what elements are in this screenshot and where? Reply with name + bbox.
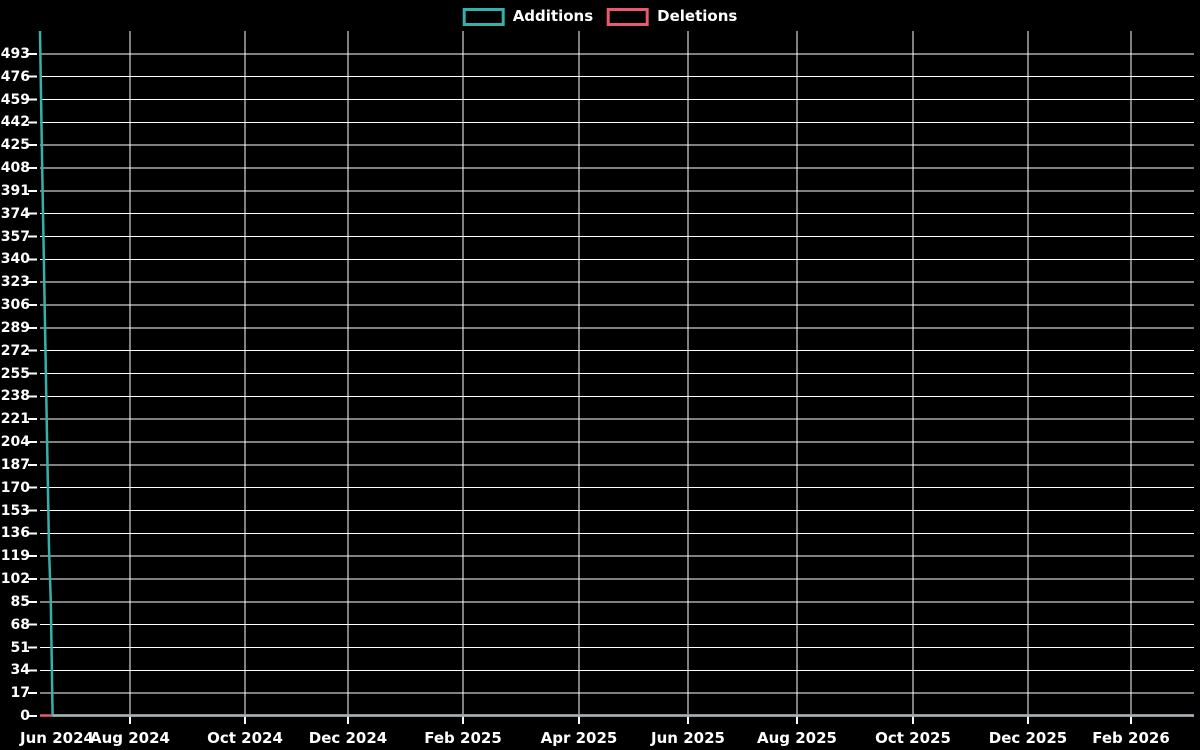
y-tick-label: 187 [0, 456, 30, 473]
additions-line [38, 30, 54, 717]
x-tick-label: Aug 2024 [90, 729, 170, 747]
x-tick-label: Jun 2024 [20, 729, 94, 747]
x-tick-label: Oct 2025 [875, 729, 951, 747]
y-tick-label: 153 [0, 502, 30, 519]
legend-label-additions: Additions [512, 7, 594, 25]
y-tick-label: 34 [10, 662, 30, 679]
y-tick-label: 340 [0, 251, 30, 268]
y-tick-label: 391 [0, 182, 30, 199]
y-tick-label: 476 [0, 68, 30, 85]
y-tick-label: 459 [0, 91, 30, 108]
y-tick-label: 85 [10, 593, 30, 610]
y-tick-label: 493 [0, 45, 30, 62]
x-tick-label: Jun 2025 [651, 729, 725, 747]
x-tick-label: Apr 2025 [540, 729, 618, 747]
y-tick-label: 17 [10, 685, 30, 702]
legend-item-deletions[interactable]: Deletions [607, 7, 737, 26]
y-tick-label: 102 [0, 571, 30, 587]
x-tick-label: Aug 2025 [757, 729, 837, 747]
legend-item-additions[interactable]: Additions [462, 7, 594, 26]
chart-legend: Additions Deletions [462, 7, 737, 26]
x-tick-label: Dec 2024 [308, 729, 388, 747]
y-tick-label: 136 [0, 525, 30, 542]
x-tick-label: Feb 2026 [1092, 729, 1170, 747]
additions-swatch-icon [462, 7, 505, 26]
y-tick-label: 68 [10, 616, 30, 633]
x-tick-label: Oct 2024 [207, 729, 283, 747]
y-tick-label: 425 [0, 137, 30, 154]
x-tick-label: Feb 2025 [424, 729, 502, 747]
legend-label-deletions: Deletions [657, 7, 738, 25]
x-tick-label: Dec 2025 [988, 729, 1068, 747]
y-tick-label: 255 [0, 365, 30, 382]
deletions-swatch-icon [607, 7, 650, 26]
y-tick-label: 204 [0, 434, 30, 450]
y-tick-label: 357 [0, 228, 30, 245]
y-tick-label: 0 [20, 708, 30, 724]
y-tick-label: 170 [0, 479, 30, 496]
y-tick-label: 442 [0, 114, 30, 131]
y-tick-label: 272 [0, 342, 30, 359]
y-tick-label: 289 [0, 319, 30, 336]
y-tick-label: 238 [0, 388, 30, 405]
y-tick-label: 374 [0, 205, 30, 222]
y-tick-label: 221 [0, 411, 30, 428]
y-tick-label: 408 [0, 160, 30, 176]
y-tick-label: 51 [10, 639, 30, 656]
y-tick-label: 323 [0, 274, 30, 291]
y-tick-label: 306 [0, 297, 30, 313]
y-tick-label: 119 [0, 548, 30, 565]
